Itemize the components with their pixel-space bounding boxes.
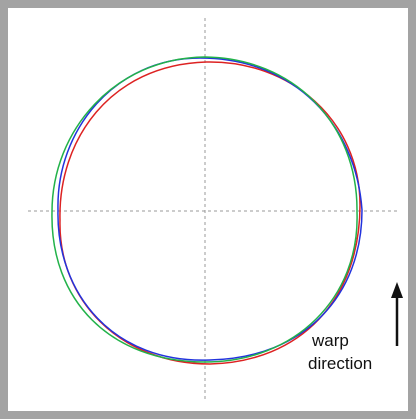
label-warp: warp <box>311 331 349 350</box>
red-contour <box>59 61 361 365</box>
label-direction: direction <box>308 354 372 373</box>
arrow-head <box>391 282 403 298</box>
green-contour <box>51 56 358 363</box>
